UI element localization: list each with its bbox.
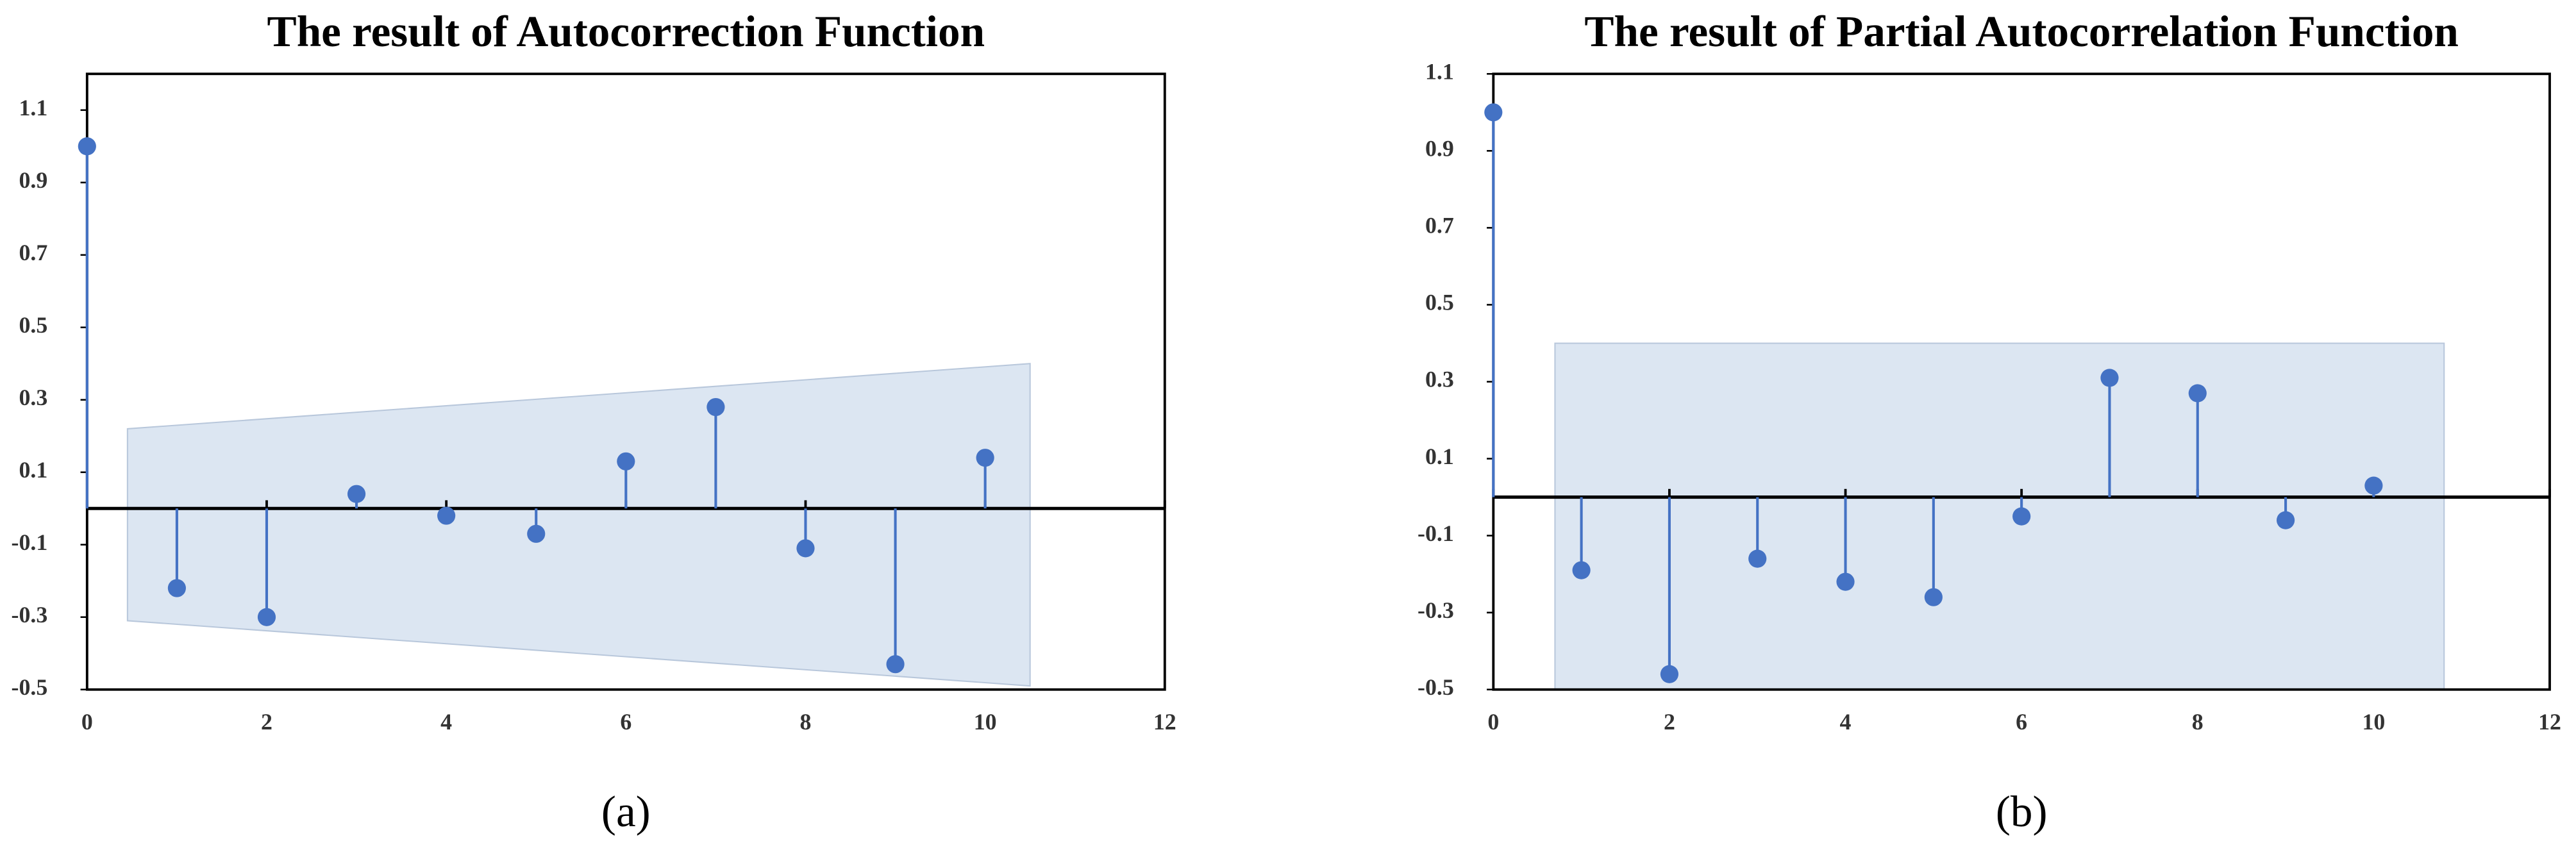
x-tick-label: 12 bbox=[2538, 709, 2561, 735]
y-tick-label: 0.1 bbox=[19, 457, 47, 483]
x-tick-label: 4 bbox=[440, 709, 452, 735]
x-tick-label: 4 bbox=[1840, 709, 1852, 735]
chart-title: The result of Partial Autocorrelation Fu… bbox=[1584, 6, 2458, 56]
point bbox=[1924, 588, 1943, 606]
point bbox=[527, 524, 546, 543]
x-tick-label: 2 bbox=[261, 709, 272, 735]
y-tick-label: 1.1 bbox=[19, 95, 47, 121]
x-tick-label: 10 bbox=[2362, 709, 2385, 735]
point bbox=[2012, 507, 2031, 526]
confidence-band bbox=[1554, 342, 2445, 690]
point bbox=[257, 608, 276, 626]
point bbox=[1572, 561, 1591, 579]
chart-title: The result of Autocorrection Function bbox=[267, 6, 985, 56]
y-tick-label: 0.5 bbox=[19, 312, 47, 338]
point bbox=[1748, 549, 1767, 568]
y-tick-label: -0.1 bbox=[12, 529, 48, 555]
x-tick-label: 2 bbox=[1664, 709, 1675, 735]
x-tick-label: 0 bbox=[81, 709, 93, 735]
x-tick-label: 8 bbox=[800, 709, 812, 735]
point bbox=[167, 579, 186, 597]
point bbox=[617, 452, 635, 470]
y-tick-label: 0.7 bbox=[19, 240, 47, 265]
point bbox=[976, 449, 994, 467]
x-tick-label: 8 bbox=[2192, 709, 2204, 735]
x-tick-label: 10 bbox=[974, 709, 997, 735]
point bbox=[1484, 103, 1503, 122]
x-tick-label: 6 bbox=[2016, 709, 2027, 735]
y-tick-label: 0.9 bbox=[1425, 136, 1454, 162]
y-tick-label: 0.3 bbox=[19, 385, 47, 410]
point bbox=[707, 397, 725, 417]
point bbox=[347, 485, 366, 503]
point bbox=[2100, 369, 2119, 387]
y-tick-label: -0.3 bbox=[1418, 597, 1454, 623]
point bbox=[78, 137, 96, 156]
y-tick-label: -0.1 bbox=[1418, 520, 1454, 546]
confidence-band bbox=[126, 363, 1031, 687]
x-tick-label: 0 bbox=[1487, 709, 1499, 735]
point bbox=[1836, 572, 1855, 591]
point bbox=[796, 539, 815, 558]
y-tick-label: -0.3 bbox=[12, 602, 48, 628]
caption: (a) bbox=[601, 786, 651, 836]
point bbox=[1660, 665, 1679, 683]
point bbox=[2364, 476, 2383, 495]
point bbox=[2276, 511, 2295, 529]
caption: (b) bbox=[1996, 786, 2048, 836]
x-tick-label: 6 bbox=[620, 709, 631, 735]
point bbox=[886, 655, 905, 674]
x-tick-label: 12 bbox=[1153, 709, 1176, 735]
point bbox=[2188, 384, 2207, 403]
y-tick-label: -0.5 bbox=[12, 674, 48, 700]
y-tick-label: 0.7 bbox=[1425, 213, 1454, 238]
point bbox=[437, 506, 456, 525]
y-tick-label: 1.1 bbox=[1425, 58, 1454, 84]
y-tick-label: 0.1 bbox=[1425, 444, 1454, 469]
y-tick-label: 0.3 bbox=[1425, 367, 1454, 392]
y-tick-label: -0.5 bbox=[1418, 674, 1454, 700]
y-tick-label: 0.9 bbox=[19, 167, 47, 193]
y-tick-label: 0.5 bbox=[1425, 290, 1454, 315]
